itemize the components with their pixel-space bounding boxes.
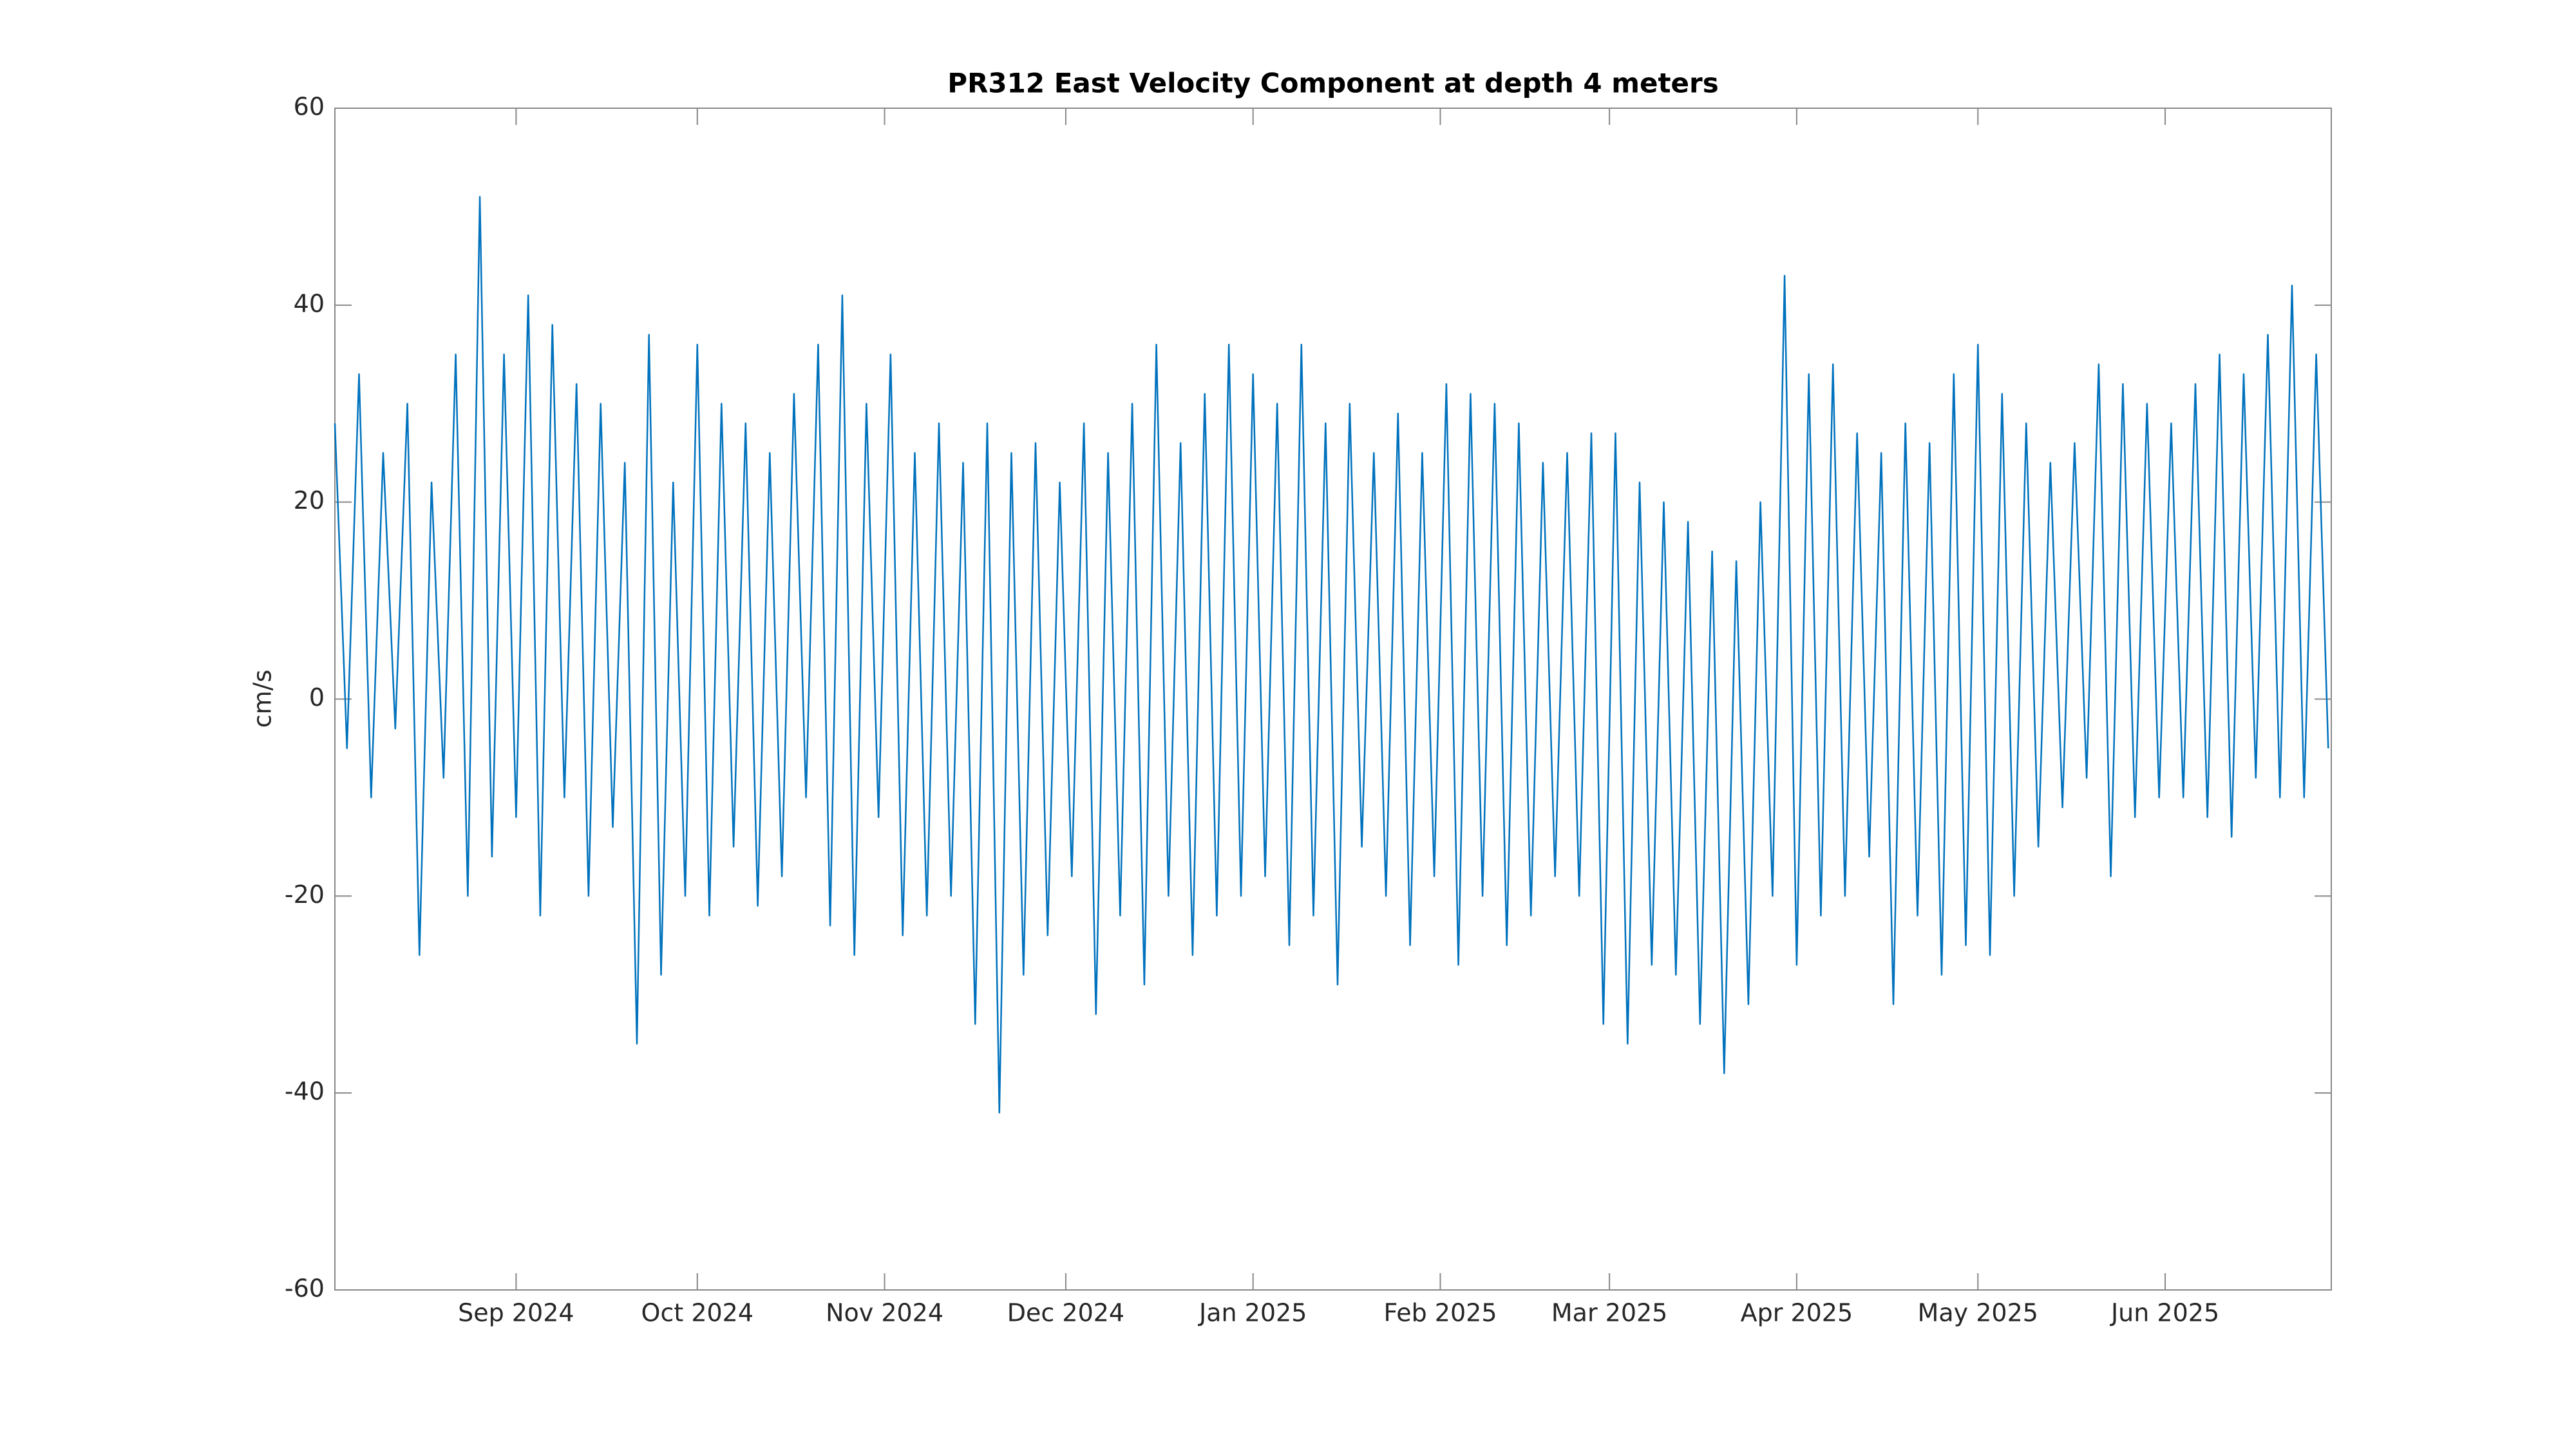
x-tick-label: Nov 2024: [826, 1299, 943, 1327]
data-line: [334, 196, 2329, 1114]
chart-title: PR312 East Velocity Component at depth 4…: [947, 68, 1718, 99]
y-tick-label: 40: [294, 289, 325, 317]
x-tick-label: Apr 2025: [1741, 1299, 1853, 1327]
y-tick-label: -40: [285, 1077, 325, 1106]
x-tick-label: Mar 2025: [1551, 1299, 1667, 1327]
x-tick-label: Jun 2025: [2110, 1299, 2219, 1327]
y-tick-label: 60: [294, 93, 325, 121]
y-tick-label: -20: [285, 880, 325, 909]
y-tick-label: 0: [309, 683, 325, 712]
x-tick-label: Feb 2025: [1383, 1299, 1497, 1327]
x-tick-label: Sep 2024: [458, 1299, 574, 1327]
y-tick-label: 20: [294, 486, 325, 515]
x-tick-label: Dec 2024: [1007, 1299, 1124, 1327]
x-tick-label: Oct 2024: [641, 1299, 754, 1327]
y-axis-label: cm/s: [249, 670, 277, 728]
x-tick-label: May 2025: [1918, 1299, 2038, 1327]
y-tick-label: -60: [285, 1274, 325, 1303]
x-tick-label: Jan 2025: [1198, 1299, 1307, 1327]
